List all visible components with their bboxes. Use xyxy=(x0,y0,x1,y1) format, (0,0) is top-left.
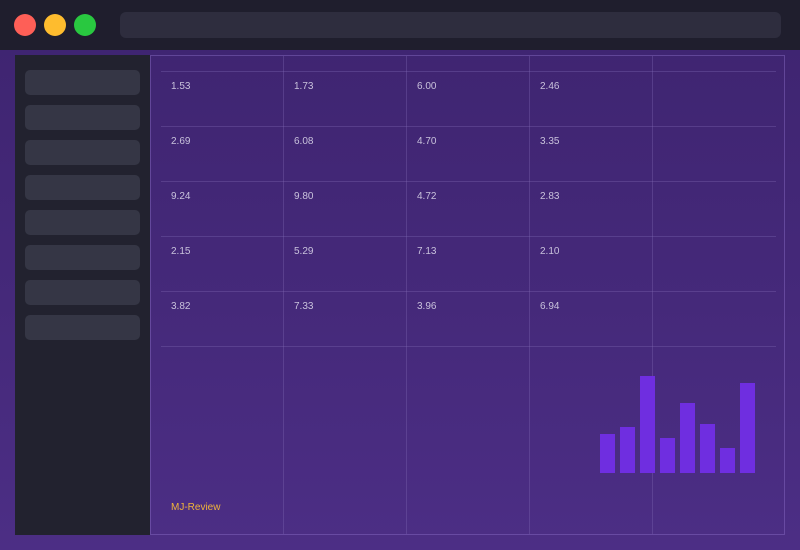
grid-divider xyxy=(161,236,776,237)
grid-divider xyxy=(161,291,776,292)
grid-divider xyxy=(652,56,653,534)
grid-divider xyxy=(161,71,776,72)
chart-bar xyxy=(720,448,735,473)
address-bar[interactable] xyxy=(120,12,781,38)
table-cell: 7.33 xyxy=(294,301,314,312)
table-cell: 3.82 xyxy=(171,301,191,312)
table-cell: 9.24 xyxy=(171,191,191,202)
table-cell: 1.53 xyxy=(171,81,191,92)
table-cell: 6.08 xyxy=(294,136,314,147)
grid-divider xyxy=(529,56,530,534)
close-button[interactable] xyxy=(14,14,36,36)
chart-bar xyxy=(600,434,615,473)
sidebar-item-6[interactable] xyxy=(25,245,140,270)
table-cell: 3.35 xyxy=(540,136,560,147)
sidebar-item-7[interactable] xyxy=(25,280,140,305)
grid-divider xyxy=(161,181,776,182)
sidebar xyxy=(15,55,150,535)
bar-chart xyxy=(600,373,760,473)
table-cell: 2.15 xyxy=(171,246,191,257)
table-cell: 2.46 xyxy=(540,81,560,92)
chart-bar xyxy=(680,403,695,473)
table-cell: 2.10 xyxy=(540,246,560,257)
table-cell: 4.72 xyxy=(417,191,437,202)
table-cell: 3.96 xyxy=(417,301,437,312)
chart-bar xyxy=(620,427,635,473)
grid-divider xyxy=(283,56,284,534)
table-cell: 2.83 xyxy=(540,191,560,202)
main-content: 1.53 1.73 6.00 2.46 2.69 6.08 4.70 3.35 … xyxy=(150,55,785,535)
sidebar-item-2[interactable] xyxy=(25,105,140,130)
chart-bar xyxy=(640,376,655,473)
table-cell: 1.73 xyxy=(294,81,314,92)
table-cell: 7.13 xyxy=(417,246,437,257)
chart-bar xyxy=(660,438,675,473)
sidebar-item-1[interactable] xyxy=(25,70,140,95)
brand-label: MJ-Review xyxy=(171,502,221,513)
table-cell: 5.29 xyxy=(294,246,314,257)
minimize-button[interactable] xyxy=(44,14,66,36)
table-cell: 4.70 xyxy=(417,136,437,147)
sidebar-item-3[interactable] xyxy=(25,140,140,165)
chart-bar xyxy=(700,424,715,473)
table-cell: 6.00 xyxy=(417,81,437,92)
sidebar-item-5[interactable] xyxy=(25,210,140,235)
grid-divider xyxy=(161,346,776,347)
grid-divider xyxy=(161,126,776,127)
title-bar xyxy=(0,0,800,50)
sidebar-item-8[interactable] xyxy=(25,315,140,340)
table-cell: 6.94 xyxy=(540,301,560,312)
table-cell: 9.80 xyxy=(294,191,314,202)
maximize-button[interactable] xyxy=(74,14,96,36)
chart-bar xyxy=(740,383,755,473)
table-cell: 2.69 xyxy=(171,136,191,147)
sidebar-item-4[interactable] xyxy=(25,175,140,200)
grid-divider xyxy=(406,56,407,534)
